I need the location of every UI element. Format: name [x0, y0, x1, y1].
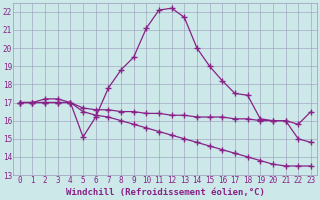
- X-axis label: Windchill (Refroidissement éolien,°C): Windchill (Refroidissement éolien,°C): [66, 188, 265, 197]
